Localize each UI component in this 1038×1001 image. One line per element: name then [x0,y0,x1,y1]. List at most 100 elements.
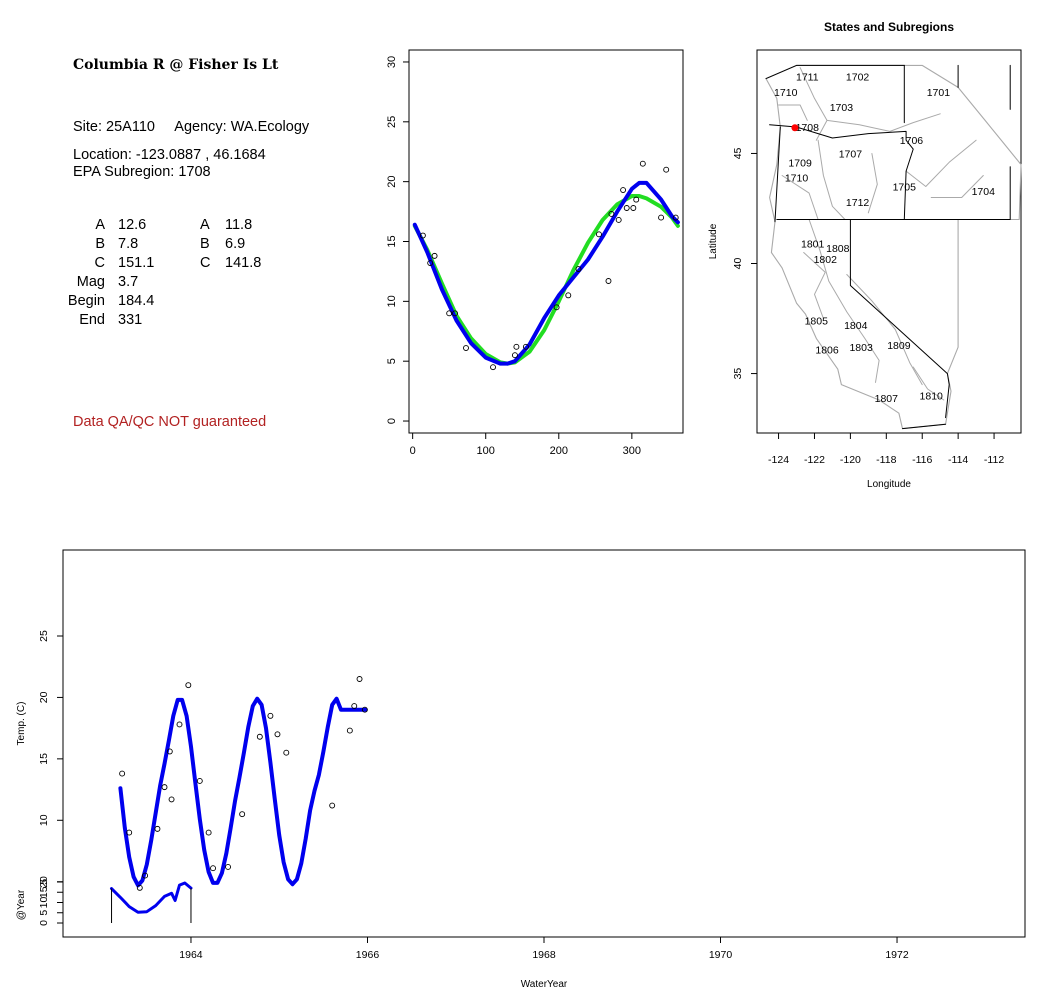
observation-point [639,160,646,167]
observation-point [356,676,363,682]
observation-point [446,310,453,317]
subregion-boundary [846,274,923,386]
observation-point [513,343,520,350]
observation-point [142,872,149,879]
x-tick-label: -124 [768,454,789,466]
x-tick-label: -118 [876,454,896,466]
observation-point [490,364,496,371]
y-axis-label: Temp. (C) [16,702,27,746]
subregion-label: 1705 [893,181,917,193]
subregion-label: 1711 [796,71,819,83]
observation-point [620,187,627,193]
observation-point [419,232,426,239]
subregion-label: 1804 [844,320,868,332]
param-label: A [95,217,105,233]
observation-point [205,829,212,836]
observation-point [346,727,353,734]
observation-point [168,796,175,803]
subregion-boundary [912,366,945,401]
observation-point [267,712,274,719]
subregion-boundary [905,139,977,187]
subregion-label: 1701 [927,87,951,99]
y-tick-label: 15 [386,235,398,247]
observation-point [633,196,640,203]
param-value: 3.7 [118,274,139,290]
subregion-boundary [781,175,819,220]
x-tick-label: -112 [984,454,1004,466]
plot-frame [408,49,684,434]
y-tick-label: 5 [38,879,50,885]
temperature-fit-line [118,696,368,888]
site-agency-line: Site: 25A110 Agency: WA.Ecology [73,119,310,135]
subregion-label: 1704 [972,186,996,198]
param-label: Begin [67,293,105,309]
green-fit-line [412,194,680,366]
observation-point [361,706,368,713]
subregion-boundary [817,139,846,220]
state-border [849,219,950,419]
param-label: End [79,312,105,328]
subregion-label: 1708 [796,122,820,134]
y2-axis-label: @Year [16,889,27,920]
subregion-label: 1809 [887,340,911,352]
x-axis-label: WaterYear [521,979,568,990]
x-tick-label: 1972 [885,949,909,961]
y-tick-label: 20 [386,176,398,188]
observation-point [522,343,529,350]
x-tick-label: -122 [804,454,825,466]
blue-fit-line [412,180,680,366]
state-border [774,126,781,223]
observation-point [274,731,281,738]
state-border [769,124,914,220]
timeseries-chart: 1964 1966 1968 1970 197251015202505101520Wat… [16,549,1026,990]
observation-point [210,865,216,872]
observation-point [256,733,263,740]
observation-point [161,784,168,791]
y2-tick-label: 5 [38,910,50,916]
plot-frame [62,549,1026,938]
observation-point [630,205,637,211]
param-value: 7.8 [118,236,139,252]
subregion-label: 1802 [814,254,838,266]
y2-tick-label: 0 [38,920,50,926]
x-tick-label: 1970 [709,949,733,961]
observation-point [672,214,679,221]
subregion-map: States and Subregions 1711 1702 1701 1710 170… [708,20,1022,490]
y-tick-label: 10 [386,295,398,307]
y-tick-label: 20 [38,691,50,703]
x-tick-label: 1964 [179,949,203,961]
observation-point [185,682,192,689]
subregion-boundary [867,153,878,214]
subregion-label: 1806 [815,344,839,356]
subregion-boundary [799,67,828,141]
y-tick-label: 25 [386,116,398,128]
state-border [765,64,905,80]
subregion-boundary [778,104,808,121]
subregion-label: 1808 [826,243,850,255]
region-outline [765,64,1022,430]
x-tick-label: 300 [623,445,641,457]
y2-tick-label: 10 [38,897,50,909]
seasonal-fit-chart: 0 100 200 300 0 5 10 15 20 25 30 [386,49,684,457]
observation-point [126,829,133,836]
observation-point [166,748,173,755]
x-axis-label: Longitude [867,479,911,490]
subregion-label: 1805 [805,316,829,328]
site-title: Columbia R @ Fisher Is Lt [73,57,279,73]
param-value: 331 [118,312,143,328]
param-label: C [200,255,211,271]
x-tick-label: -116 [912,454,932,466]
observation-point [351,703,358,709]
map-frame [756,49,1022,434]
subregion-label: 1803 [849,342,873,354]
x-tick-label: -114 [948,454,968,466]
subregion-label: 1707 [839,148,863,160]
param-label: Mag [76,274,105,290]
y-tick-label: 45 [732,147,744,159]
observation-point [658,214,665,221]
x-tick-label: 1968 [532,949,556,961]
subregion-label: 1703 [830,102,854,114]
observation-point [196,778,203,784]
y-tick-label: 15 [38,753,50,765]
